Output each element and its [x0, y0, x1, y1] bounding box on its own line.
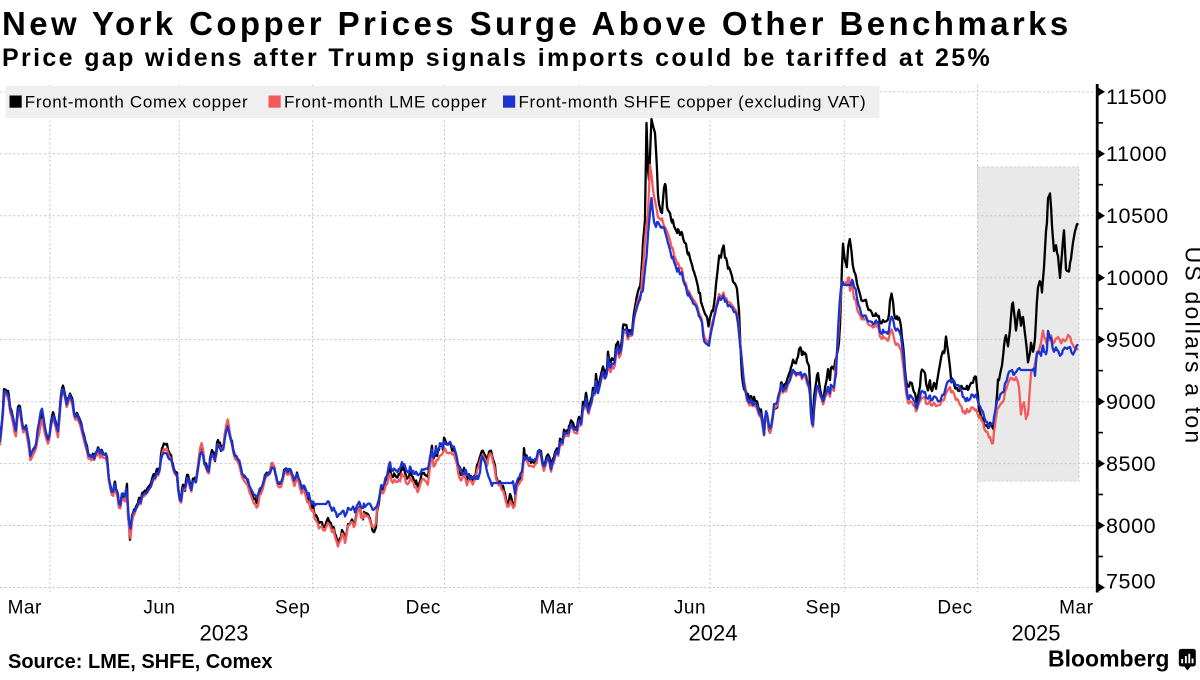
svg-text:Dec: Dec: [406, 598, 441, 619]
svg-text:11500: 11500: [1106, 85, 1167, 109]
svg-text:Mar: Mar: [1059, 598, 1093, 619]
svg-text:2024: 2024: [689, 621, 738, 646]
svg-text:Sep: Sep: [806, 598, 841, 619]
svg-text:Mar: Mar: [8, 598, 42, 619]
svg-text:New York Copper Prices Surge A: New York Copper Prices Surge Above Other…: [2, 5, 1072, 42]
svg-text:US dollars a ton: US dollars a ton: [1181, 247, 1200, 446]
svg-text:Front-month Comex copper: Front-month Comex copper: [25, 92, 248, 111]
svg-text:Dec: Dec: [937, 598, 972, 619]
svg-text:Mar: Mar: [540, 598, 574, 619]
svg-text:10500: 10500: [1106, 204, 1169, 228]
svg-text:Front-month SHFE copper (exclu: Front-month SHFE copper (excluding VAT): [519, 92, 867, 111]
svg-text:9500: 9500: [1106, 328, 1156, 352]
svg-text:9000: 9000: [1106, 390, 1156, 414]
svg-text:Jun: Jun: [143, 598, 175, 619]
svg-text:10000: 10000: [1106, 266, 1169, 290]
svg-text:8500: 8500: [1106, 452, 1156, 476]
svg-text:Front-month LME copper: Front-month LME copper: [284, 92, 487, 111]
svg-text:8000: 8000: [1106, 514, 1156, 538]
svg-text:2025: 2025: [1012, 621, 1061, 646]
svg-text:Price gap widens after Trump s: Price gap widens after Trump signals imp…: [2, 44, 992, 72]
svg-text:Source: LME, SHFE, Comex: Source: LME, SHFE, Comex: [8, 651, 273, 673]
svg-text:Jun: Jun: [674, 598, 706, 619]
svg-text:11000: 11000: [1106, 142, 1167, 166]
svg-text:7500: 7500: [1106, 569, 1156, 593]
svg-text:Bloomberg: Bloomberg: [1048, 646, 1169, 672]
svg-text:Sep: Sep: [275, 598, 310, 619]
svg-text:2023: 2023: [200, 621, 249, 646]
